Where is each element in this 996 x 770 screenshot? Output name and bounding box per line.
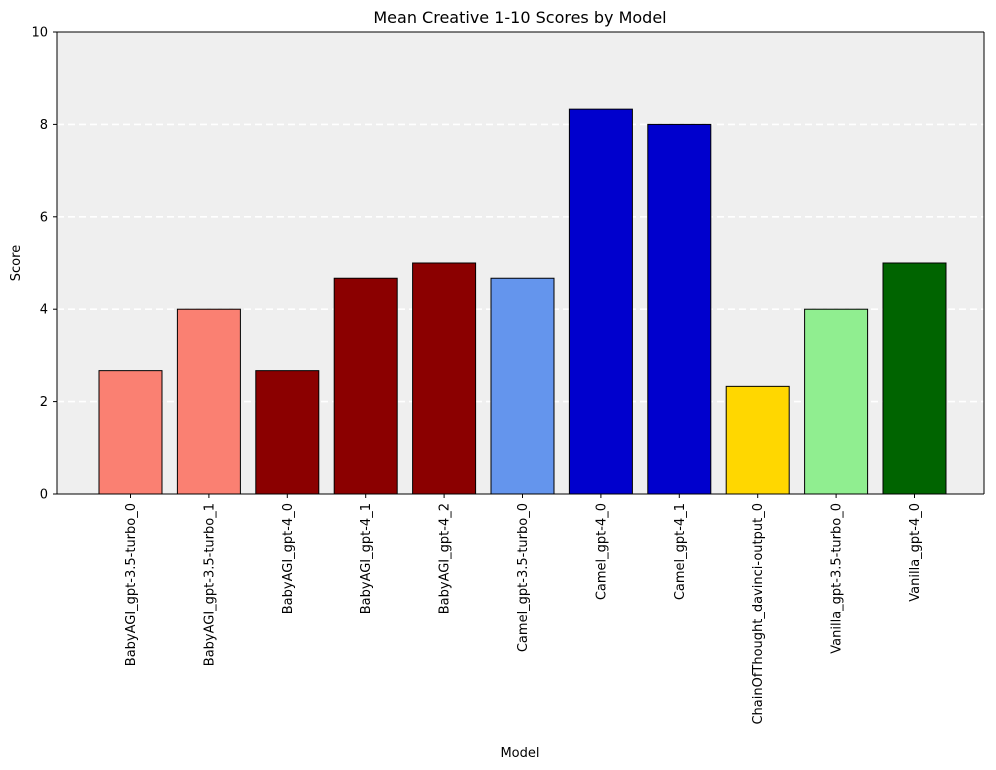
- bar-BabyAGI_gpt-4_2: [412, 262, 477, 495]
- bar-Vanilla_gpt-4_0: [882, 262, 947, 495]
- y-ticks: 0 2 4 6 8 10: [31, 26, 57, 503]
- bar-Camel_gpt-4_0: [568, 108, 633, 495]
- axes: [56, 31, 985, 495]
- bar-Camel_gpt-3.5-turbo_0: [490, 277, 555, 495]
- x-axis-label: Model: [500, 746, 539, 761]
- bar-Camel_gpt-4_1: [647, 123, 712, 495]
- x-tick-label: Vanilla_gpt-4_0: [908, 503, 923, 602]
- y-tick-label: 4: [40, 303, 48, 318]
- x-tick-label: BabyAGI_gpt-4_2: [438, 503, 453, 614]
- bar-BabyAGI_gpt-4_1: [333, 277, 398, 495]
- x-tick-label: Camel_gpt-4_0: [594, 503, 609, 600]
- bars: [98, 108, 947, 495]
- x-tick-label: BabyAGI_gpt-4_0: [281, 503, 296, 614]
- bar-BabyAGI_gpt-3.5-turbo_1: [176, 308, 241, 495]
- x-tick-label: BabyAGI_gpt-4_1: [359, 503, 374, 614]
- bar-BabyAGI_gpt-4_0: [255, 370, 320, 495]
- x-tick-label: Camel_gpt-4_1: [673, 503, 688, 600]
- y-tick-label: 10: [31, 26, 48, 41]
- x-tick-label: BabyAGI_gpt-3.5-turbo_0: [124, 503, 139, 666]
- y-tick-label: 0: [40, 488, 48, 503]
- x-tick-label: BabyAGI_gpt-3.5-turbo_1: [202, 503, 217, 666]
- chart-title: Mean Creative 1-10 Scores by Model: [373, 8, 666, 27]
- x-tick-label: Camel_gpt-3.5-turbo_0: [516, 503, 531, 652]
- x-ticks: BabyAGI_gpt-3.5-turbo_0 BabyAGI_gpt-3.5-t…: [124, 494, 923, 725]
- x-tick-label: Vanilla_gpt-3.5-turbo_0: [830, 503, 845, 654]
- bar-BabyAGI_gpt-3.5-turbo_0: [98, 370, 163, 495]
- y-tick-label: 8: [40, 118, 48, 133]
- y-tick-label: 6: [40, 210, 48, 225]
- bar-ChainOfThought_davinci-output_0: [725, 385, 790, 495]
- y-axis-label: Score: [9, 245, 24, 281]
- y-tick-label: 2: [40, 395, 48, 410]
- x-tick-label: ChainOfThought_davinci-output_0: [751, 503, 766, 725]
- bar-Vanilla_gpt-3.5-turbo_0: [804, 308, 869, 495]
